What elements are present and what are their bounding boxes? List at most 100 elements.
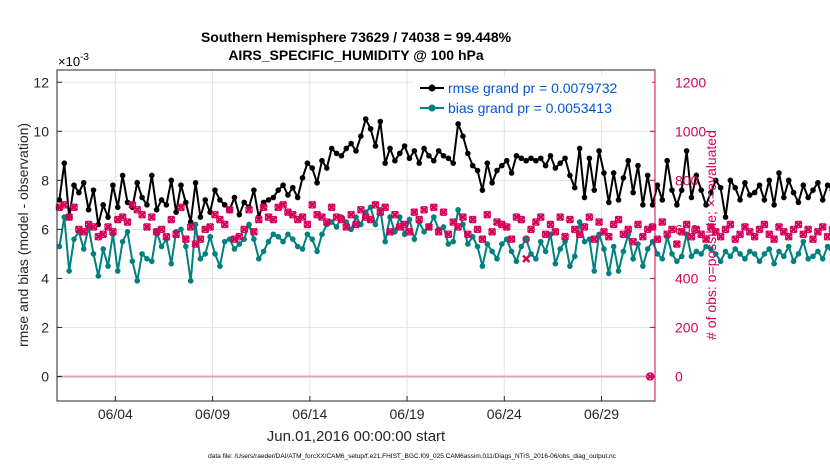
possible-point bbox=[522, 235, 530, 243]
evaluated-point bbox=[240, 225, 249, 234]
legend-bias-marker bbox=[428, 104, 436, 112]
evaluated-point bbox=[381, 203, 390, 212]
rmse-point bbox=[785, 177, 792, 184]
bias-point bbox=[474, 243, 481, 250]
possible-point bbox=[580, 223, 589, 231]
rmse-point bbox=[819, 197, 826, 203]
rmse-point bbox=[299, 175, 306, 181]
y-right-tick-label: 1000 bbox=[675, 123, 706, 139]
rmse-point bbox=[630, 189, 636, 196]
bias-point bbox=[756, 258, 763, 265]
possible-point bbox=[327, 203, 336, 212]
possible-point bbox=[488, 228, 496, 236]
evaluated-point bbox=[138, 210, 147, 219]
rmse-point bbox=[319, 157, 325, 164]
possible-point bbox=[770, 235, 778, 243]
evaluated-point bbox=[152, 227, 161, 236]
evaluated-point bbox=[454, 222, 463, 231]
bias-point bbox=[129, 258, 136, 265]
rmse-point bbox=[85, 206, 92, 213]
possible-point bbox=[804, 225, 812, 234]
possible-point bbox=[677, 228, 686, 236]
rmse-point bbox=[800, 182, 807, 189]
rmse-point bbox=[411, 148, 418, 154]
evaluated-point bbox=[604, 232, 613, 241]
evaluated-point bbox=[366, 215, 375, 224]
possible-point bbox=[658, 218, 667, 226]
bias-point bbox=[805, 255, 811, 262]
possible-point bbox=[104, 223, 112, 231]
possible-point bbox=[775, 223, 783, 231]
rmse-point bbox=[581, 194, 588, 201]
evaluated-point bbox=[303, 220, 312, 229]
bias-point bbox=[66, 268, 72, 274]
rmse-point bbox=[484, 160, 491, 166]
rmse-point bbox=[217, 197, 223, 203]
rmse-point bbox=[435, 148, 442, 154]
bias-point bbox=[319, 231, 325, 238]
bias-point bbox=[615, 268, 622, 274]
possible-point bbox=[109, 228, 117, 236]
possible-point bbox=[220, 220, 229, 229]
evaluated-point bbox=[322, 217, 331, 227]
bias-point bbox=[581, 238, 588, 245]
evaluated-point bbox=[60, 200, 69, 209]
rmse-point bbox=[119, 172, 126, 179]
rmse-point bbox=[396, 150, 403, 157]
evaluated-point bbox=[794, 220, 803, 229]
evaluated-point bbox=[172, 230, 181, 239]
possible-point bbox=[507, 235, 516, 243]
evaluated-point bbox=[264, 213, 273, 222]
evaluated-point bbox=[337, 215, 346, 224]
possible-point bbox=[259, 203, 268, 212]
rmse-point bbox=[328, 145, 335, 152]
bias-point bbox=[440, 224, 447, 230]
bias-point bbox=[499, 241, 505, 247]
possible-point bbox=[303, 220, 312, 229]
possible-point bbox=[449, 218, 458, 226]
bias-point bbox=[630, 255, 636, 262]
possible-point bbox=[780, 228, 788, 236]
possible-point bbox=[429, 203, 438, 212]
possible-point bbox=[619, 230, 628, 239]
rmse-point bbox=[698, 187, 704, 193]
evaluated-point bbox=[99, 230, 108, 239]
rmse-point bbox=[309, 165, 316, 171]
possible-point bbox=[653, 235, 662, 243]
evaluated-point bbox=[167, 215, 176, 224]
rmse-point bbox=[790, 189, 797, 196]
evaluated-point bbox=[808, 235, 818, 244]
bias-point bbox=[795, 251, 802, 257]
rmse-point bbox=[144, 202, 150, 208]
rmse-point bbox=[265, 197, 272, 203]
rmse-point bbox=[285, 192, 291, 198]
bias-point bbox=[571, 253, 578, 260]
rmse-point bbox=[766, 177, 773, 184]
possible-point bbox=[634, 220, 642, 229]
bias-point bbox=[105, 263, 111, 269]
possible-point bbox=[196, 235, 205, 243]
rmse-point bbox=[324, 165, 330, 171]
evaluated-point bbox=[400, 220, 409, 229]
possible-point bbox=[760, 220, 769, 229]
rmse-point bbox=[635, 162, 641, 169]
rmse-point bbox=[445, 155, 452, 162]
possible-point bbox=[629, 237, 637, 246]
possible-point bbox=[823, 232, 830, 241]
bias-point bbox=[445, 241, 452, 247]
rmse-point bbox=[153, 206, 160, 213]
bias-point bbox=[314, 248, 320, 255]
bias-point bbox=[785, 243, 792, 250]
rmse-point bbox=[815, 179, 821, 186]
possible-point bbox=[468, 215, 477, 224]
evaluated-point bbox=[206, 222, 215, 231]
rmse-point bbox=[474, 167, 481, 174]
rmse-point bbox=[251, 187, 257, 193]
possible-point bbox=[308, 201, 317, 209]
possible-point bbox=[595, 218, 603, 226]
bias-point bbox=[771, 260, 777, 267]
rmse-point bbox=[737, 197, 743, 203]
bias-point bbox=[688, 253, 695, 260]
evaluated-point bbox=[254, 215, 263, 224]
legend-bias-label: bias grand pr = 0.0053413 bbox=[448, 100, 612, 116]
